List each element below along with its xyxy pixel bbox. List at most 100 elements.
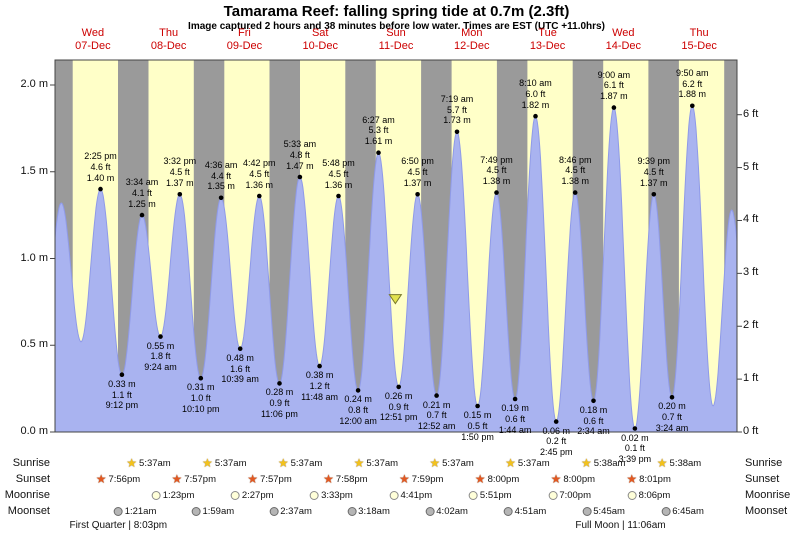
moonrise-marker: 5:51pm [468, 489, 512, 502]
tide-extreme-dot [512, 396, 518, 402]
moonrise-marker: 8:06pm [627, 489, 670, 502]
moonset-time: 6:45am [672, 506, 704, 517]
tide-height-m: 1.88 m [678, 89, 707, 100]
tide-time: 2:25 pm [84, 151, 117, 162]
sunset-marker: ★ 7:59pm [399, 473, 443, 486]
moonset-icon [582, 507, 592, 516]
moonset-marker: 1:21am [113, 505, 157, 518]
sunset-marker: ★ 7:57pm [247, 473, 291, 486]
tide-extreme-dot [98, 186, 103, 192]
tide-height-m: 0.28 m [265, 387, 294, 398]
tide-time: 7:19 am [440, 93, 474, 104]
tide-extreme-dot [651, 192, 657, 197]
tide-time: 12:00 am [339, 415, 377, 426]
tide-time: 3:34 am [125, 177, 159, 188]
moonset-marker: 5:45am [582, 505, 625, 518]
sunset-icon: ★ [626, 472, 638, 486]
day-label: Fri 09-Dec [206, 27, 282, 52]
moonset-time: 4:51am [514, 506, 547, 517]
tide-height-m: 1.36 m [245, 179, 274, 190]
tide-extreme-dot [218, 195, 224, 201]
y-axis-label-m: 1.0 m [20, 251, 48, 264]
tide-height-ft: 4.6 ft [90, 161, 111, 172]
tide-height-m: 0.20 m [658, 401, 686, 412]
moonrise-icon [389, 491, 399, 500]
tide-height-m: 1.37 m [403, 177, 432, 188]
tide-extreme-dot [396, 384, 402, 390]
tide-high-label: 4:42 pm 4.5 ft 1.36 m [223, 158, 295, 190]
tide-high-label: 4:36 am 4.4 ft 1.35 m [185, 160, 257, 192]
tide-time: 9:39 pm [637, 156, 671, 167]
tide-time: 9:00 am [597, 69, 631, 80]
sunrise-icon: ★ [580, 456, 592, 470]
sunrise-marker: ★ 5:38am [581, 457, 625, 470]
tide-low-label: 0.20 m 0.7 ft 3:24 am [636, 401, 708, 433]
sunrise-icon: ★ [656, 456, 668, 470]
day-label: Wed 14-Dec [585, 27, 661, 52]
tide-extreme-dot [434, 393, 439, 398]
tide-time: 4:42 pm [243, 158, 276, 169]
tide-extreme-dot [611, 105, 617, 110]
day-of-week: Sun [386, 27, 406, 39]
tide-height-ft: 0.6 ft [583, 415, 604, 426]
tide-time: 12:51 pm [379, 412, 418, 423]
tide-height-ft: 4.5 ft [486, 165, 507, 176]
day-label: Mon 12-Dec [434, 27, 510, 52]
tide-time: 3:24 am [655, 422, 689, 433]
sunset-icon: ★ [247, 472, 259, 486]
tide-height-m: 0.15 m [463, 409, 492, 420]
moonrise-time: 7:00pm [559, 490, 591, 501]
day-date: 10-Dec [302, 39, 338, 52]
tide-time: 11:06 pm [261, 409, 298, 419]
tide-time: 10:10 pm [182, 403, 220, 414]
sunset-marker: ★ 7:56pm [96, 473, 140, 486]
tide-extreme-dot [415, 192, 420, 197]
tide-height-ft: 0.2 ft [546, 436, 567, 447]
tide-height-m: 1.73 m [443, 115, 471, 126]
tide-height-m: 0.31 m [187, 382, 215, 393]
sunset-icon: ★ [323, 472, 334, 486]
moonset-time: 1:21am [124, 506, 157, 517]
sunrise-icon: ★ [126, 456, 138, 470]
sunset-icon: ★ [171, 472, 183, 486]
sunrise-marker: ★ 5:38am [657, 457, 701, 470]
tide-high-label: 3:34 am 4.1 ft 1.25 m [106, 177, 178, 209]
sunset-time: 7:56pm [108, 474, 141, 485]
moonrise-row-label-right: Moonrise [745, 489, 791, 501]
tide-low-label: 0.19 m 0.6 ft 1:44 am [479, 403, 551, 435]
sunset-time: 7:59pm [411, 474, 444, 485]
day-date: 14-Dec [605, 39, 642, 52]
y-axis-label-m: 0.5 m [20, 338, 48, 351]
tide-extreme-dot [376, 150, 381, 155]
tide-high-label: 7:19 am 5.7 ft 1.73 m [421, 94, 493, 126]
sunrise-row-label-left: Sunrise [12, 457, 50, 469]
moonset-marker: 2:37am [269, 505, 312, 518]
day-of-week: Mon [461, 27, 483, 39]
sunset-time: 8:00pm [563, 474, 596, 485]
y-axis-label-m: 0.0 m [20, 425, 48, 437]
sunrise-time: 5:37am [517, 458, 550, 469]
tide-low-label: 0.55 m 1.8 ft 9:24 am [124, 341, 196, 373]
sunrise-marker: ★ 5:37am [429, 457, 473, 470]
moonrise-time: 4:41pm [400, 490, 433, 501]
y-axis-label-ft: 6 ft [743, 107, 759, 120]
tide-low-label: 0.02 m 0.1 ft 3:39 pm [599, 433, 671, 465]
moonset-marker: 3:18am [347, 505, 390, 518]
moonrise-icon [151, 491, 161, 500]
tide-height-m: 1.40 m [86, 172, 115, 183]
tide-height-ft: 4.5 ft [407, 167, 428, 178]
sunset-marker: ★ 7:58pm [323, 473, 367, 486]
sunrise-marker: ★ 5:37am [354, 457, 398, 470]
moonset-marker: 4:02am [425, 505, 468, 518]
sunrise-time: 5:37am [290, 458, 323, 469]
tide-high-label: 7:49 pm 4.5 ft 1.38 m [460, 155, 532, 187]
tide-height-m: 1.61 m [364, 136, 393, 147]
tide-time: 6:27 am [362, 114, 395, 125]
tide-height-m: 0.55 m [146, 340, 175, 351]
day-date: 15-Dec [681, 39, 717, 52]
tide-high-label: 3:32 pm 4.5 ft 1.37 m [144, 156, 216, 188]
sunrise-icon: ★ [277, 456, 289, 470]
tide-low-label: 0.21 m 0.7 ft 12:52 am [401, 400, 473, 432]
tide-height-m: 0.26 m [384, 390, 413, 401]
